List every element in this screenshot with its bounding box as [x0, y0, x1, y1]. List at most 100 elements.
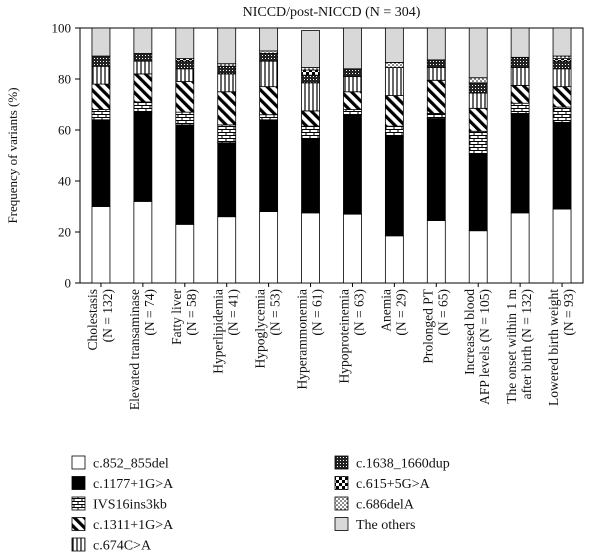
- x-tick-label: Increased bloodAFP levels (N = 105): [462, 289, 492, 405]
- bar-segment: [552, 208, 572, 284]
- bar-segment: [510, 56, 530, 68]
- bar-segment: [133, 60, 153, 75]
- legend-swatch: [334, 476, 349, 490]
- legend-label: c.674C>A: [93, 539, 152, 554]
- x-tick-label: Elevated transaminase(N = 74): [127, 289, 157, 410]
- bar-segment: [217, 124, 237, 144]
- bar-segment: [259, 119, 279, 213]
- bar-segment: [259, 27, 279, 52]
- x-tick-label: Lowered birth weight(N = 93): [546, 289, 576, 406]
- bar-segment: [217, 216, 237, 284]
- bar-segment: [301, 82, 320, 112]
- bar-segment: [91, 109, 111, 121]
- bar-segment: [175, 223, 195, 284]
- legend-label: IVS16ins3kb: [93, 498, 167, 513]
- bar-segment: [217, 142, 237, 218]
- legend-label: c.852_855del: [93, 457, 169, 472]
- legend-swatch: [334, 455, 349, 470]
- bar-segment: [175, 124, 195, 225]
- bar-segment: [133, 27, 153, 54]
- bar-segment: [343, 68, 362, 77]
- bar-segment: [384, 135, 404, 237]
- x-tick-label: Fatty liver(N = 58): [169, 289, 199, 345]
- bar-segment: [468, 130, 488, 155]
- x-tick-label: Anemia(N = 29): [378, 289, 408, 336]
- plot-area: NICCD/post-NICCD (N = 304) Frequency of v…: [5, 5, 584, 410]
- bar-segment: [343, 76, 362, 93]
- bar-segment: [510, 212, 530, 284]
- bar-segment: [259, 53, 279, 62]
- bar-segment: [175, 81, 195, 113]
- bar-segment: [91, 55, 111, 67]
- bar-segment: [384, 62, 404, 68]
- bar-segment: [259, 211, 279, 284]
- bar-segment: [468, 153, 488, 232]
- bar-segment: [426, 79, 446, 114]
- x-tick-label: Hyperlipidemia(N = 41): [211, 289, 241, 374]
- bar-segment: [426, 67, 446, 81]
- bar-segment: [301, 138, 320, 214]
- bar-segment: [259, 60, 279, 88]
- bar-segment: [217, 27, 237, 65]
- bar-segment: [301, 110, 320, 127]
- bar-segment: [91, 27, 111, 57]
- bar-segment: [133, 111, 153, 202]
- legend-label: c.1311+1G>A: [93, 518, 174, 533]
- bar-segment: [175, 27, 195, 60]
- x-tick-label: Prolonged PT(N = 65): [420, 288, 450, 363]
- y-tick-label: 0: [65, 276, 72, 291]
- bar-segment: [510, 102, 530, 114]
- bar-segment: [217, 65, 237, 75]
- bar-segment: [133, 53, 153, 62]
- y-tick-label: 100: [52, 21, 72, 36]
- bar-segment: [468, 92, 488, 109]
- y-tick-label: 40: [58, 174, 71, 189]
- bar-segment: [301, 212, 320, 284]
- bar-segment: [384, 235, 404, 284]
- legend-label: c.615+5G>A: [356, 477, 431, 492]
- bar-segment: [384, 95, 404, 127]
- bar-segment: [426, 220, 446, 284]
- bar-segment: [343, 27, 362, 70]
- bar-segment: [384, 125, 404, 137]
- legend: c.852_855del c.1177+1G>A IVS16ins3kb c.1311…: [71, 455, 450, 554]
- legend-swatch: [71, 517, 86, 531]
- plot-frame: [79, 27, 584, 284]
- bar-segment: [426, 118, 446, 221]
- chart-title: NICCD/post-NICCD (N = 304): [243, 5, 421, 20]
- bar-segment: [217, 91, 237, 126]
- bar-segment: [343, 213, 362, 284]
- bar-segment: [468, 230, 488, 284]
- bar-segment: [552, 86, 572, 108]
- legend-swatch: [334, 496, 349, 511]
- x-tick-label: Hypoproteinemia(N = 63): [336, 289, 366, 383]
- bar-segment: [133, 200, 153, 284]
- legend-swatch: [71, 537, 86, 552]
- bar-segment: [343, 109, 362, 116]
- bar-segment: [91, 119, 111, 207]
- bar-segment: [510, 84, 530, 104]
- legend-label: c.686delA: [356, 498, 415, 513]
- bar-segment: [175, 60, 195, 70]
- bar-segment: [384, 67, 404, 96]
- bar-segment: [133, 101, 153, 113]
- bar-segment: [510, 113, 530, 214]
- bar-segment: [259, 86, 279, 116]
- x-tick-label: The onset within 1 mafter birth (N = 132…: [504, 289, 534, 404]
- bar-segment: [301, 69, 320, 76]
- bar-segment: [91, 206, 111, 284]
- y-axis-label: Frequency of variants (%): [5, 87, 20, 223]
- bar-segment: [175, 68, 195, 82]
- bar-segment: [91, 83, 111, 110]
- bar-segment: [468, 27, 488, 79]
- y-tick-label: 20: [58, 225, 71, 240]
- y-tick-label: 60: [58, 123, 71, 138]
- legend-swatch: [71, 476, 86, 490]
- bar-segment: [259, 114, 279, 121]
- bar-segment: [468, 77, 488, 84]
- bar-segment: [217, 73, 237, 93]
- bar-segment: [384, 27, 404, 63]
- bar-segment: [426, 27, 446, 61]
- bar-segment: [301, 30, 320, 68]
